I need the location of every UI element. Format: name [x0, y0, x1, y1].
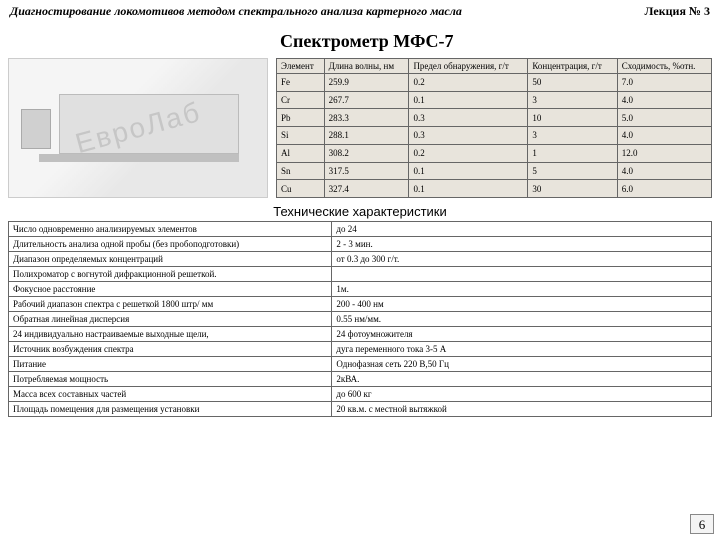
table-cell: Питание: [9, 357, 332, 372]
table-row: ПитаниеОднофазная сеть 220 В,50 Гц: [9, 357, 712, 372]
table-cell: от 0.3 до 300 г/т.: [332, 252, 712, 267]
table-row: Площадь помещения для размещения установ…: [9, 402, 712, 417]
content-row: ЕвроЛаб Элемент Длина волны, нм Предел о…: [0, 58, 720, 198]
table-cell: Al: [277, 144, 325, 162]
table-cell: 0.3: [409, 109, 528, 127]
table-row: Обратная линейная дисперсия0.55 нм/мм.: [9, 312, 712, 327]
table-cell: Диапазон определяемых концентраций: [9, 252, 332, 267]
table-cell: 30: [528, 180, 617, 198]
table-cell: 0.2: [409, 144, 528, 162]
table-cell: 1м.: [332, 282, 712, 297]
table-cell: Площадь помещения для размещения установ…: [9, 402, 332, 417]
table-row: Al308.20.2112.0: [277, 144, 712, 162]
slide-header: Диагностирование локомотивов методом спе…: [0, 0, 720, 23]
table-cell: 12.0: [617, 144, 711, 162]
table-row: Cu327.40.1306.0: [277, 180, 712, 198]
table-cell: Рабочий диапазон спектра с решеткой 1800…: [9, 297, 332, 312]
elements-table: Элемент Длина волны, нм Предел обнаружен…: [276, 58, 712, 198]
table-cell: 2 - 3 мин.: [332, 237, 712, 252]
col-detection: Предел обнаружения, г/т: [409, 59, 528, 74]
table-cell: 50: [528, 74, 617, 92]
table-cell: 3: [528, 91, 617, 109]
table-cell: 6.0: [617, 180, 711, 198]
table-cell: Источник возбуждения спектра: [9, 342, 332, 357]
device-side: [21, 109, 51, 149]
table-row: Cr267.70.134.0: [277, 91, 712, 109]
table-cell: 327.4: [324, 180, 409, 198]
table-cell: 4.0: [617, 162, 711, 180]
device-base: [39, 154, 239, 162]
table-cell: 10: [528, 109, 617, 127]
table-cell: 24 индивидуально настраиваемые выходные …: [9, 327, 332, 342]
table-row: Фокусное расстояние1м.: [9, 282, 712, 297]
tech-table: Число одновременно анализируемых элемент…: [8, 221, 712, 417]
table-cell: 4.0: [617, 91, 711, 109]
table-row: Длительность анализа одной пробы (без пр…: [9, 237, 712, 252]
table-cell: дуга переменного тока 3-5 А: [332, 342, 712, 357]
table-cell: Фокусное расстояние: [9, 282, 332, 297]
table-cell: 308.2: [324, 144, 409, 162]
table-row: Полихроматор с вогнутой дифракционной ре…: [9, 267, 712, 282]
table-cell: 5.0: [617, 109, 711, 127]
table-cell: 0.2: [409, 74, 528, 92]
col-concentration: Концентрация, г/т: [528, 59, 617, 74]
col-convergence: Сходимость, %отн.: [617, 59, 711, 74]
table-cell: 0.1: [409, 180, 528, 198]
table-cell: 24 фотоумножителя: [332, 327, 712, 342]
table-row: Fe259.90.2507.0: [277, 74, 712, 92]
table-row: Масса всех составных частейдо 600 кг: [9, 387, 712, 402]
elements-header-row: Элемент Длина волны, нм Предел обнаружен…: [277, 59, 712, 74]
table-cell: 200 - 400 нм: [332, 297, 712, 312]
table-row: Pb283.30.3105.0: [277, 109, 712, 127]
table-cell: [332, 267, 712, 282]
table-cell: 4.0: [617, 127, 711, 145]
table-cell: 5: [528, 162, 617, 180]
page-number: 6: [690, 514, 714, 534]
table-cell: 283.3: [324, 109, 409, 127]
table-cell: Pb: [277, 109, 325, 127]
table-cell: Потребляемая мощность: [9, 372, 332, 387]
col-wavelength: Длина волны, нм: [324, 59, 409, 74]
table-row: 24 индивидуально настраиваемые выходные …: [9, 327, 712, 342]
table-cell: 2кВА.: [332, 372, 712, 387]
table-cell: Масса всех составных частей: [9, 387, 332, 402]
table-cell: 0.1: [409, 91, 528, 109]
table-cell: 259.9: [324, 74, 409, 92]
table-row: Число одновременно анализируемых элемент…: [9, 222, 712, 237]
table-cell: Однофазная сеть 220 В,50 Гц: [332, 357, 712, 372]
table-cell: 7.0: [617, 74, 711, 92]
table-cell: 0.1: [409, 162, 528, 180]
table-cell: Sn: [277, 162, 325, 180]
table-cell: Длительность анализа одной пробы (без пр…: [9, 237, 332, 252]
table-cell: Обратная линейная дисперсия: [9, 312, 332, 327]
table-cell: 267.7: [324, 91, 409, 109]
table-cell: Cr: [277, 91, 325, 109]
table-cell: до 600 кг: [332, 387, 712, 402]
tech-title: Технические характеристики: [0, 204, 720, 219]
table-row: Sn317.50.154.0: [277, 162, 712, 180]
table-cell: 20 кв.м. с местной вытяжкой: [332, 402, 712, 417]
header-lecture: Лекция № 3: [645, 4, 710, 19]
spectrometer-image: ЕвроЛаб: [8, 58, 268, 198]
table-cell: до 24: [332, 222, 712, 237]
table-cell: 0.3: [409, 127, 528, 145]
table-row: Потребляемая мощность2кВА.: [9, 372, 712, 387]
header-topic: Диагностирование локомотивов методом спе…: [10, 4, 462, 19]
table-cell: 0.55 нм/мм.: [332, 312, 712, 327]
table-cell: 3: [528, 127, 617, 145]
table-cell: Fe: [277, 74, 325, 92]
table-cell: 288.1: [324, 127, 409, 145]
table-row: Диапазон определяемых концентрацийот 0.3…: [9, 252, 712, 267]
table-cell: Число одновременно анализируемых элемент…: [9, 222, 332, 237]
table-row: Источник возбуждения спектрадуга перемен…: [9, 342, 712, 357]
col-element: Элемент: [277, 59, 325, 74]
table-cell: Полихроматор с вогнутой дифракционной ре…: [9, 267, 332, 282]
table-cell: 1: [528, 144, 617, 162]
table-cell: Cu: [277, 180, 325, 198]
main-title: Спектрометр МФС-7: [280, 31, 720, 52]
table-row: Si288.10.334.0: [277, 127, 712, 145]
table-row: Рабочий диапазон спектра с решеткой 1800…: [9, 297, 712, 312]
table-cell: Si: [277, 127, 325, 145]
table-cell: 317.5: [324, 162, 409, 180]
